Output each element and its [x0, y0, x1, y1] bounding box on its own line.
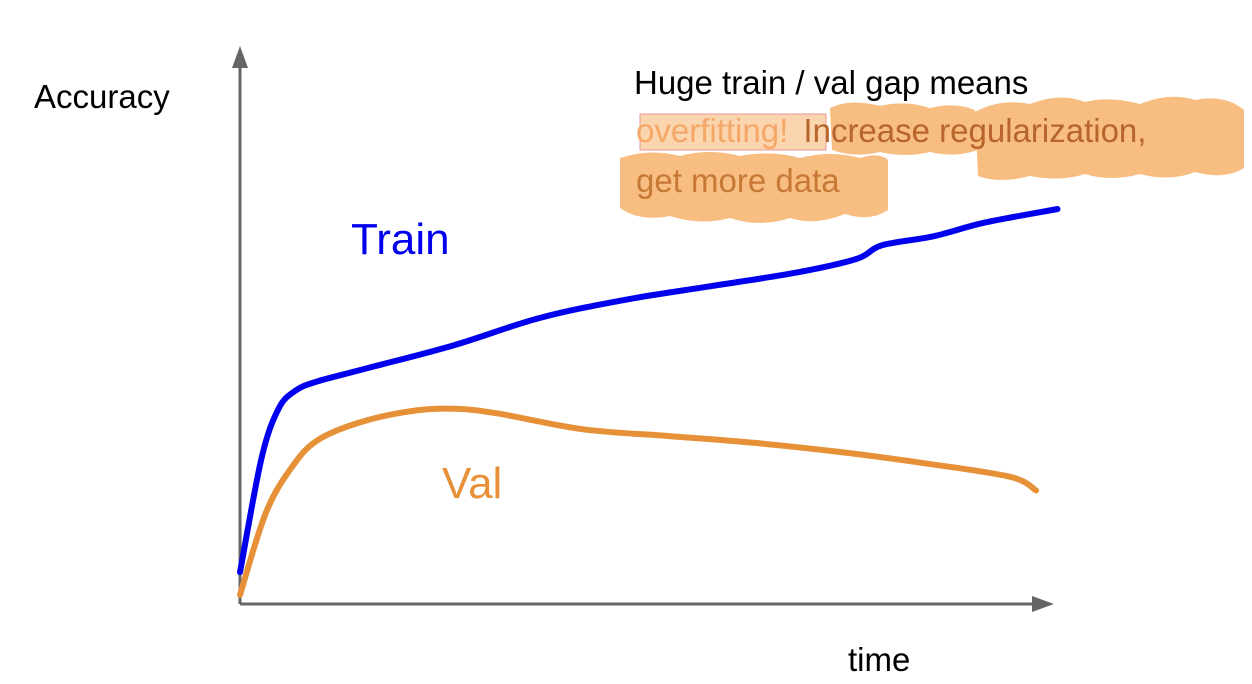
highlight-marks	[620, 96, 1244, 223]
y-axis-arrow	[232, 46, 248, 68]
train-curve	[237, 206, 1061, 576]
x-axis-arrow	[1032, 596, 1054, 612]
x-axis-label: time	[848, 641, 910, 678]
val-series-label: Val	[442, 459, 502, 508]
y-axis-label: Accuracy	[34, 78, 170, 115]
highlight-overfitting	[639, 113, 827, 151]
annotation-line-2: overfitting! Increase regularization,	[636, 112, 1146, 149]
highlight-regularization	[975, 96, 1244, 180]
annotation-line-3: get more data	[636, 162, 840, 199]
annotation-overfitting: overfitting!	[636, 112, 788, 149]
series-layer	[237, 206, 1061, 598]
highlight-get-more-data	[620, 152, 888, 223]
highlight-increase	[830, 102, 978, 155]
annotation: Huge train / val gap means overfitting! …	[634, 64, 1146, 199]
annotation-line-1: Huge train / val gap means	[634, 64, 1028, 101]
axes	[232, 46, 1054, 612]
annotation-regularization: Increase regularization,	[803, 112, 1146, 149]
train-series-label: Train	[351, 215, 450, 264]
val-curve	[237, 405, 1040, 598]
